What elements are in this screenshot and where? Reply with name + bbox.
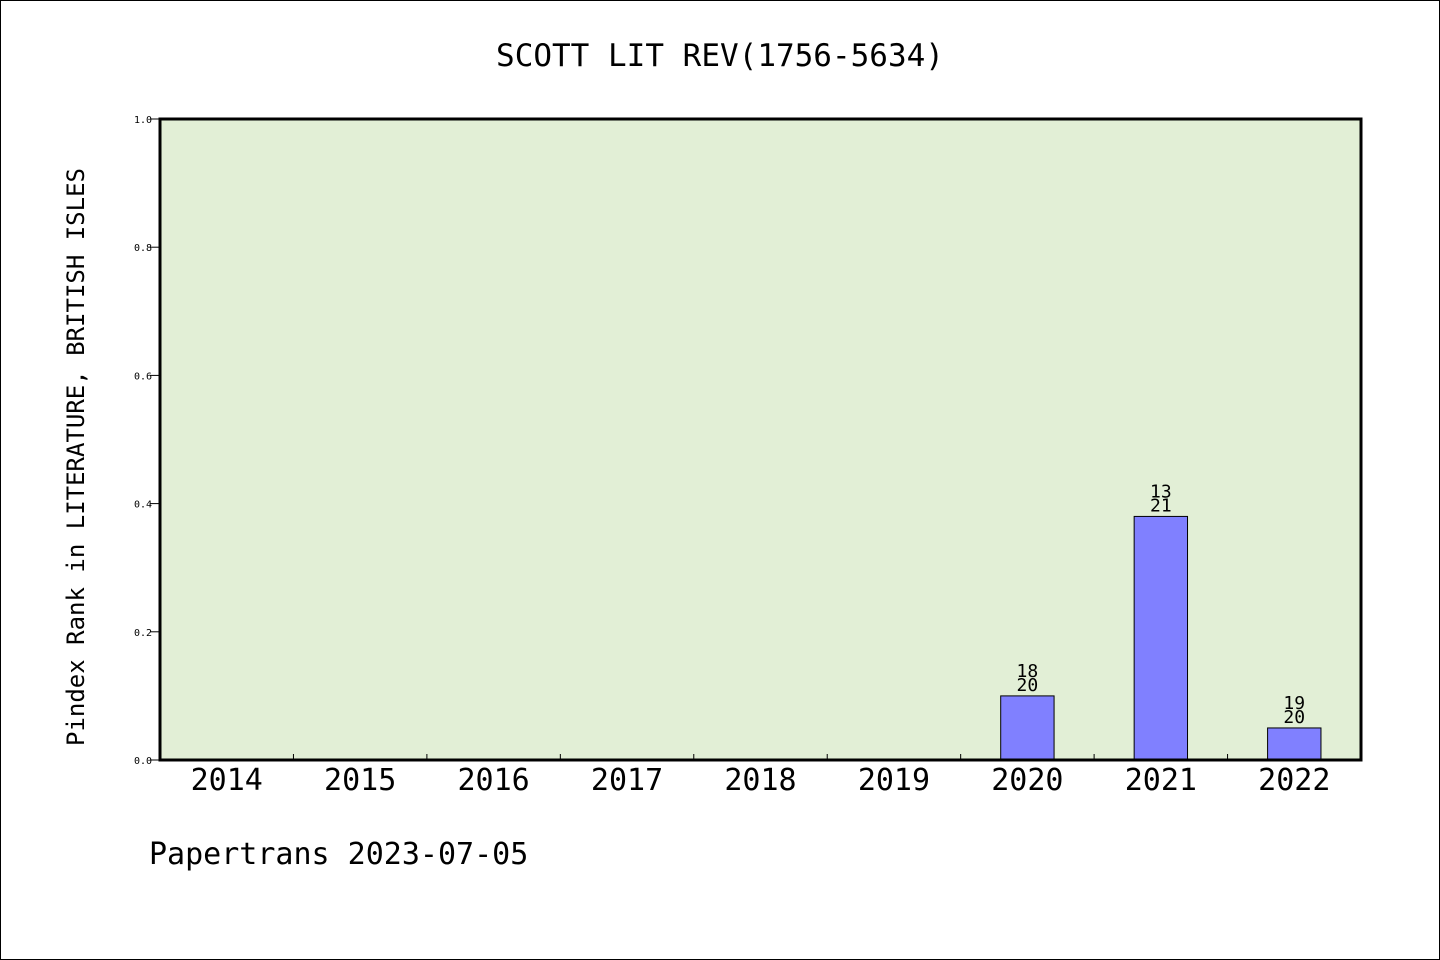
bar-rank-label: 13 <box>1150 481 1172 502</box>
x-tick-label: 2016 <box>457 763 529 798</box>
y-tick-label: 1.0 <box>134 115 152 126</box>
bar-total-label: 20 <box>1283 707 1305 728</box>
y-axis-ticks: 0.0 0.2 0.4 0.6 0.8 1.0 <box>134 115 160 767</box>
bars <box>1000 515 1322 761</box>
bar-total-label: 21 <box>1150 495 1172 516</box>
y-axis-label: Pindex Rank in LITERATURE, BRITISH ISLES <box>62 168 90 746</box>
bar-2020 <box>1000 695 1055 761</box>
bar-2021 <box>1133 515 1189 761</box>
y-tick-label: 0.4 <box>134 500 152 511</box>
plot-border <box>158 117 1363 762</box>
footer-text: Papertrans 2023-07-05 <box>149 837 528 872</box>
x-tick-label: 2015 <box>324 763 396 798</box>
x-tick-label: 2021 <box>1125 763 1197 798</box>
x-tick-label: 2019 <box>858 763 930 798</box>
x-tick-label: 2014 <box>191 763 263 798</box>
y-tick-label: 0.8 <box>134 243 152 254</box>
bar-rank-label: 18 <box>1017 661 1039 682</box>
x-axis-ticks: 2014 2015 2016 2017 2018 2019 2020 2021 2022 <box>191 754 1330 798</box>
bar-total-label: 20 <box>1017 675 1039 696</box>
x-tick-label: 2022 <box>1258 763 1330 798</box>
y-tick-label: 0.2 <box>134 628 152 639</box>
x-tick-label: 2017 <box>591 763 663 798</box>
bar-2022 <box>1267 727 1322 761</box>
x-tick-label: 2018 <box>724 763 796 798</box>
chart-title: SCOTT LIT REV(1756-5634) <box>496 38 944 74</box>
bar-rank-label: 19 <box>1283 693 1305 714</box>
y-tick-label: 0.6 <box>134 371 152 382</box>
x-tick-label: 2020 <box>991 763 1063 798</box>
y-tick-label: 0.0 <box>134 756 152 767</box>
